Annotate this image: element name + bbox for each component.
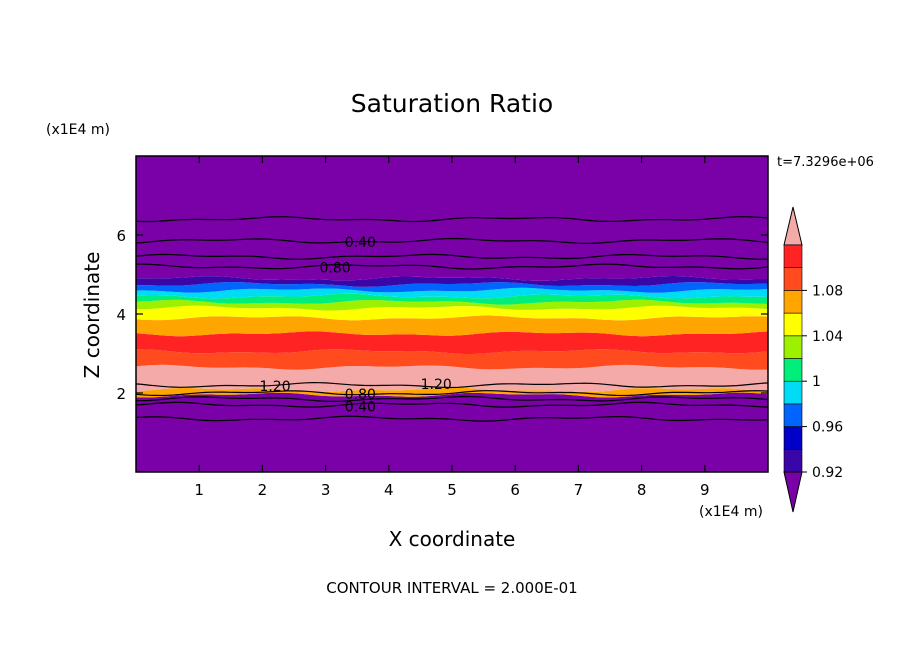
heatmap-band [136,282,768,293]
contour-label: 0.80 [319,261,350,277]
colorbar-swatch [783,312,803,337]
colorbar-swatch [783,426,803,450]
time-label: t=7.3296e+06 [777,155,874,170]
contour-line [136,237,768,244]
heatmap-band [136,305,768,321]
heatmap-band [136,392,768,472]
contour-line [136,381,768,389]
colorbar-top-arrow [783,206,803,246]
contour-line [136,395,768,403]
y-tick-label: 4 [116,306,126,324]
x-tick-label: 3 [321,481,331,499]
x-axis-label: X coordinate [389,527,516,551]
heatmap-band [136,349,768,370]
x-tick-label: 1 [194,481,204,499]
y-axis-label: Z coordinate [80,252,104,379]
colorbar-swatch [783,244,803,269]
contour-line [136,415,768,422]
x-tick-label: 7 [574,481,584,499]
heatmap-band [136,331,768,354]
contour-interval-note: CONTOUR INTERVAL = 2.000E-01 [326,579,577,597]
contour-line [136,401,768,408]
chart-title: Saturation Ratio [351,89,553,118]
contour-line [136,216,768,223]
colorbar-tick-labels: 1.08 1.04 1 0.96 0.92 [802,283,843,481]
contour-line [136,390,768,397]
colorbar-tick-label: 0.96 [812,420,843,436]
colorbar-swatch [783,403,803,427]
colorbar-tick-label: 1.08 [812,283,843,299]
x-tick-label: 9 [700,481,710,499]
colorbar-bottom-arrow [783,471,803,513]
colorbar-swatch [783,290,803,314]
x-unit-label: (x1E4 m) [699,504,763,520]
colorbar-tick-label: 1 [812,374,821,390]
colorbar-swatch [783,448,803,473]
colorbar-swatch [783,380,803,405]
colorbar-tick-label: 0.92 [812,465,843,481]
heatmap-band [136,287,768,299]
contour-label: 0.40 [345,400,376,416]
colorbar-swatch [783,358,803,382]
contour-label: 0.80 [345,387,376,403]
heatmap-band [136,276,768,287]
y-unit-label: (x1E4 m) [46,122,110,138]
colorbar-swatch [783,267,803,291]
colorbar-tick-label: 1.04 [812,329,843,345]
contour-line [136,253,768,260]
x-tick-label: 4 [384,481,394,499]
y-tick-label: 6 [116,227,126,245]
contour-line [136,263,768,270]
contour-lines [136,216,768,422]
x-tick-label: 2 [258,481,268,499]
x-tick-label: 6 [510,481,520,499]
y-tick-label: 2 [116,385,126,403]
x-tick-label: 8 [637,481,647,499]
x-axis-ticks: 1 2 3 4 5 6 7 8 9 [194,156,710,499]
contour-labels: 0.400.801.20 1.200.800.40 [259,235,451,416]
colorbar [783,206,803,513]
contour-label: 0.40 [345,235,376,251]
heatmap-bands [136,156,768,472]
contour-label: 1.20 [259,379,290,395]
y-axis-ticks: 2 4 6 [116,227,768,403]
heatmap-band [136,315,768,337]
contour-label: 1.20 [421,377,452,393]
x-tick-label: 5 [447,481,457,499]
heatmap-band [136,299,768,311]
colorbar-swatch [783,335,803,359]
